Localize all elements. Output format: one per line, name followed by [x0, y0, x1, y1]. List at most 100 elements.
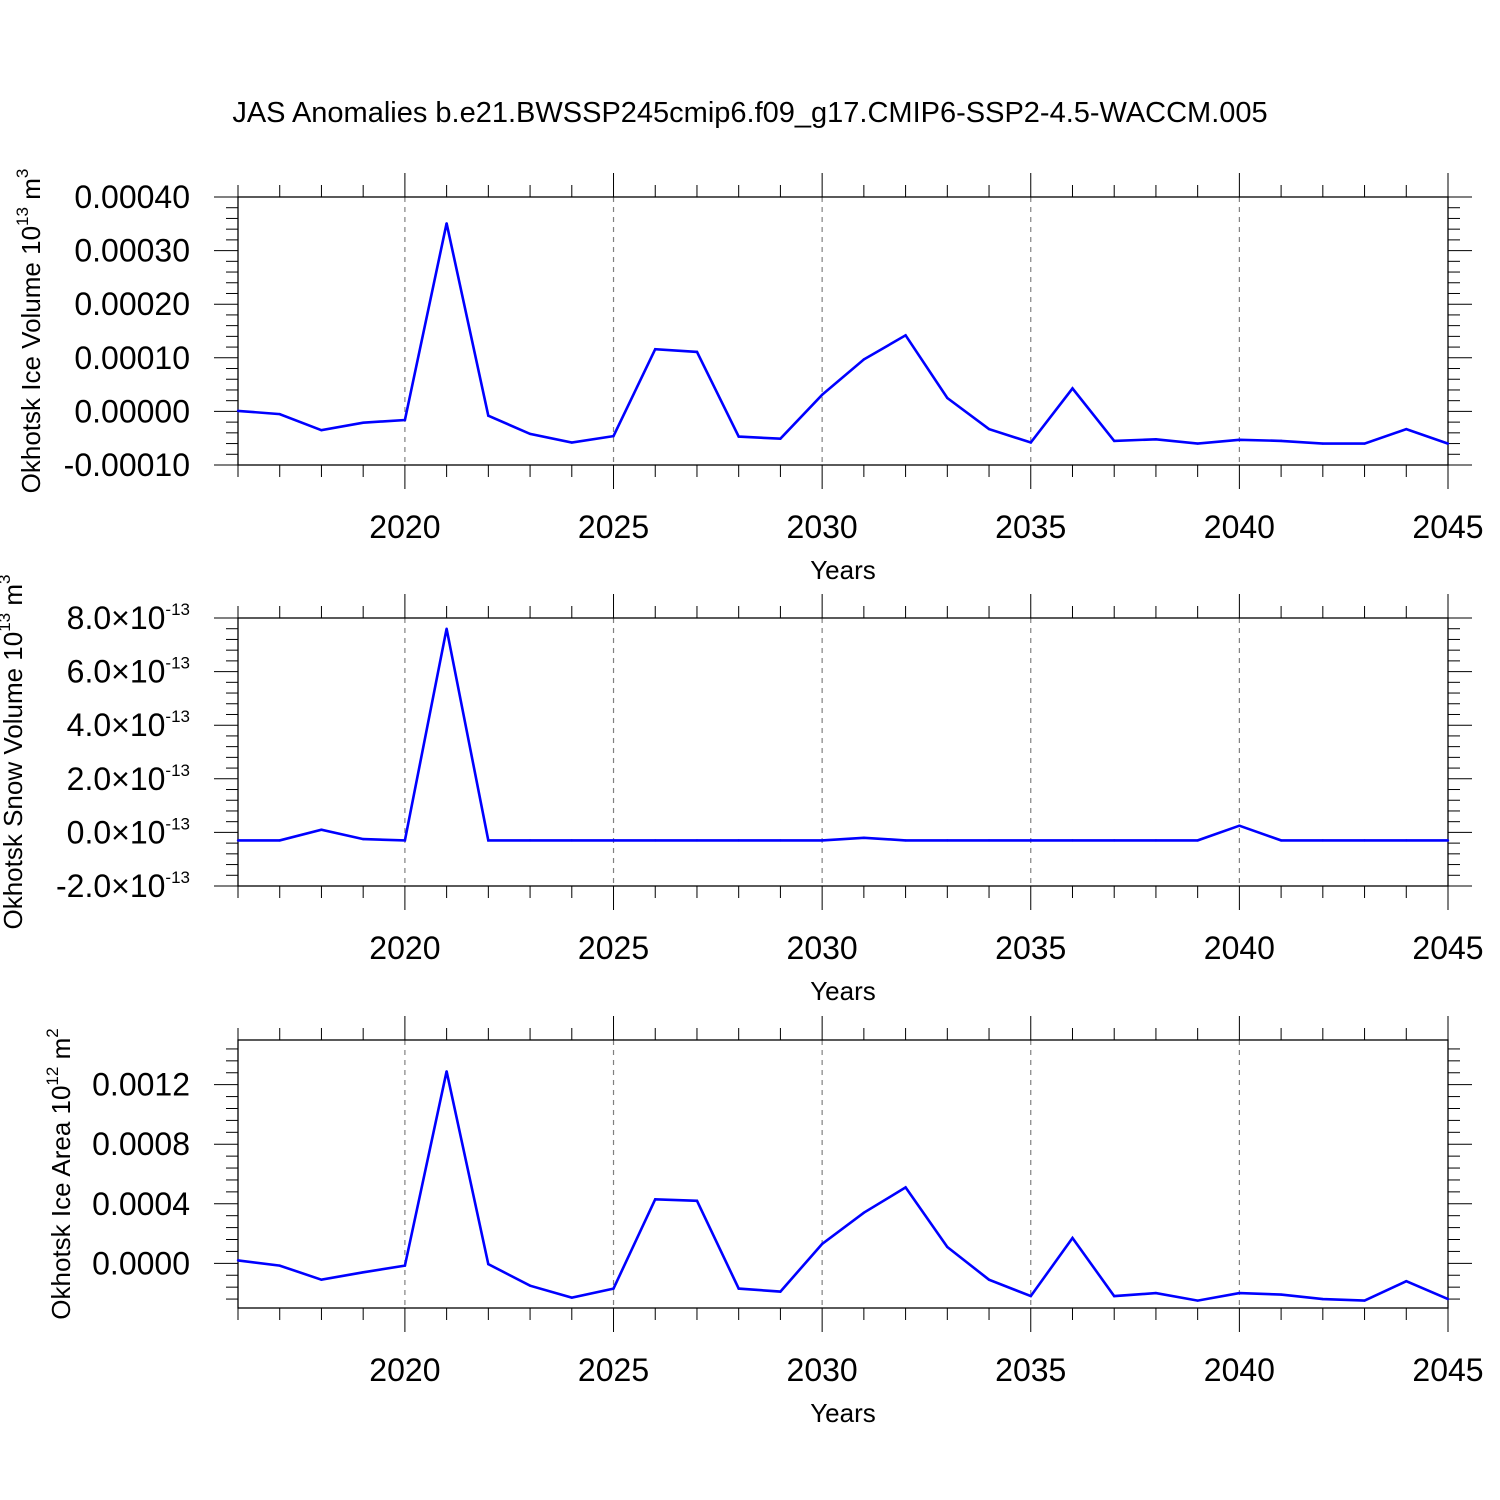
- data-point: [820, 1242, 824, 1246]
- y-tick-label: 8.0×10-13: [67, 600, 190, 636]
- y-tick-label: 0.0000: [92, 1245, 190, 1281]
- x-tick-label: 2040: [1204, 1352, 1275, 1388]
- data-point: [361, 1271, 365, 1274]
- y-tick-mantissa: 2.0: [67, 761, 111, 797]
- data-point: [904, 839, 907, 842]
- x-tick-label: 2035: [995, 930, 1066, 966]
- x-tick-label: 2030: [787, 930, 858, 966]
- y-tick-label: 0.00020: [74, 286, 190, 322]
- figure-title: JAS Anomalies b.e21.BWSSP245cmip6.f09_g1…: [232, 97, 1267, 129]
- y-tick-label: 0.0012: [92, 1067, 190, 1103]
- data-point: [1196, 839, 1199, 842]
- data-point: [1029, 839, 1032, 842]
- x-axis-label: Years: [810, 976, 876, 1006]
- series-line: [237, 223, 1449, 445]
- data-point: [1363, 442, 1366, 445]
- x-tick-label: 2045: [1412, 930, 1483, 966]
- x-tick-label: 2030: [787, 1352, 858, 1388]
- data-point: [1113, 839, 1116, 842]
- data-point: [737, 435, 740, 438]
- data-point: [236, 409, 240, 413]
- data-point: [1238, 824, 1241, 827]
- data-point: [987, 839, 991, 842]
- data-point: [528, 1284, 532, 1287]
- data-point: [445, 1070, 448, 1073]
- y-axis-label-unit-exponent: 3: [13, 169, 32, 178]
- data-point: [236, 1259, 240, 1262]
- data-point: [820, 839, 824, 842]
- data-point: [403, 839, 407, 842]
- y-axis-label-exponent: 13: [13, 207, 32, 226]
- data-point: [1196, 1299, 1199, 1302]
- x-tick-label: 2045: [1412, 1352, 1483, 1388]
- x-tick-label: 2025: [578, 930, 649, 966]
- data-point: [1363, 1299, 1366, 1302]
- y-axis-label-unit: m: [0, 584, 28, 613]
- data-point: [737, 1287, 740, 1290]
- y-tick-label: 0.00000: [74, 393, 190, 429]
- data-point: [779, 839, 782, 842]
- data-point: [779, 1290, 782, 1293]
- x-tick-label: 2040: [1204, 509, 1275, 545]
- data-point: [904, 1186, 907, 1189]
- y-axis-label: Okhotsk Ice Area 1012 m2: [43, 1028, 76, 1319]
- data-point: [1071, 839, 1074, 842]
- y-tick-exponent: -13: [165, 707, 190, 726]
- y-tick-exponent: -13: [165, 761, 190, 780]
- x-tick-label: 2040: [1204, 930, 1275, 966]
- y-tick-label: 0.0004: [92, 1186, 190, 1222]
- data-point: [987, 427, 991, 431]
- plot-frame: [237, 1039, 1449, 1309]
- x-tick-label: 2045: [1412, 509, 1483, 545]
- y-tick-label: 0.0008: [92, 1126, 190, 1162]
- data-point: [654, 1198, 657, 1201]
- y-axis-label-unit-exponent: 2: [43, 1028, 62, 1037]
- x-tick-label: 2035: [995, 1352, 1066, 1388]
- series-line: [238, 628, 1448, 842]
- data-point: [278, 839, 281, 842]
- data-point: [695, 350, 699, 354]
- data-point: [445, 222, 448, 225]
- y-tick-times: ×10: [111, 761, 165, 797]
- y-tick-mantissa: 0.0: [67, 814, 111, 850]
- data-point: [1405, 839, 1408, 842]
- data-point: [1446, 839, 1450, 842]
- chart-panel-3: 2020 2025 2030 2035 2040 2045 Years 0.0000 0.000…: [43, 1016, 1484, 1428]
- data-point: [570, 441, 573, 444]
- data-point: [236, 839, 240, 842]
- y-tick-mantissa: 4.0: [67, 707, 111, 743]
- y-axis-label-unit-exponent: 3: [0, 575, 14, 584]
- data-point: [320, 828, 323, 831]
- data-point: [1154, 839, 1158, 842]
- y-tick-label: 0.00010: [74, 340, 190, 376]
- y-tick-exponent: -13: [165, 868, 190, 887]
- data-point: [862, 836, 866, 839]
- data-point: [1154, 1291, 1158, 1295]
- data-point: [1029, 441, 1032, 444]
- data-point: [946, 1245, 949, 1249]
- y-axis-label-unit: m: [46, 1038, 76, 1067]
- y-tick-times: ×10: [111, 707, 165, 743]
- data-point: [820, 393, 824, 396]
- y-tick-mantissa: 8.0: [67, 600, 111, 636]
- x-axis-label: Years: [810, 555, 876, 585]
- y-tick-exponent: -13: [165, 600, 190, 619]
- data-point: [1363, 839, 1366, 842]
- chart-panel-1: 2020 2025 2030 2035 2040 2045 Years -0.00010 0.0…: [13, 169, 1484, 585]
- data-point: [570, 839, 573, 842]
- y-tick-label: 4.0×10-13: [67, 707, 190, 743]
- data-point: [320, 1278, 323, 1281]
- data-point: [779, 437, 782, 440]
- y-tick-times: ×10: [111, 654, 165, 690]
- y-tick-times: ×10: [111, 814, 165, 850]
- y-tick-times: ×10: [111, 600, 165, 636]
- data-point: [695, 839, 699, 842]
- data-point: [1446, 1297, 1450, 1301]
- data-point: [612, 434, 615, 438]
- y-tick-times: ×10: [111, 868, 165, 904]
- y-tick-label: 0.0×10-13: [67, 814, 190, 850]
- y-tick-label: 6.0×10-13: [67, 654, 190, 690]
- data-point: [403, 1264, 407, 1267]
- data-point: [862, 358, 866, 361]
- x-tick-label: 2020: [369, 930, 440, 966]
